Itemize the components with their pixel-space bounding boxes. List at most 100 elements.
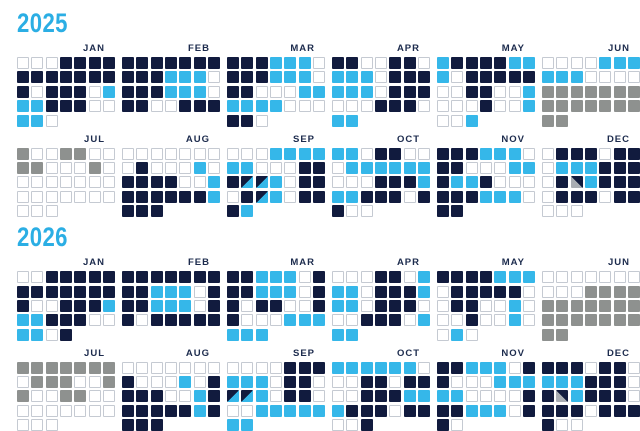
day-square bbox=[570, 190, 583, 203]
day-square bbox=[255, 361, 268, 374]
day-square bbox=[584, 176, 597, 189]
day-square bbox=[31, 271, 44, 284]
day-square bbox=[437, 190, 449, 203]
month-dec: DEC bbox=[542, 134, 640, 218]
day-square bbox=[584, 361, 597, 374]
day-square bbox=[136, 161, 149, 174]
day-square bbox=[451, 205, 464, 218]
day-square bbox=[31, 205, 44, 218]
day-square bbox=[17, 314, 29, 327]
day-square bbox=[59, 71, 72, 84]
day-square bbox=[389, 85, 402, 98]
day-square bbox=[627, 314, 640, 327]
day-square bbox=[437, 71, 449, 84]
day-square bbox=[150, 271, 163, 284]
day-square bbox=[437, 299, 449, 312]
day-square bbox=[227, 190, 239, 203]
day-square bbox=[437, 205, 449, 218]
day-square bbox=[627, 147, 640, 160]
day-square bbox=[312, 271, 325, 284]
day-square bbox=[599, 100, 612, 113]
day-square bbox=[241, 190, 254, 203]
day-square bbox=[312, 147, 325, 160]
day-square bbox=[494, 161, 507, 174]
day-square bbox=[570, 71, 583, 84]
day-square bbox=[437, 176, 449, 189]
day-square bbox=[255, 376, 268, 389]
month-grid bbox=[542, 361, 640, 431]
day-square bbox=[241, 71, 254, 84]
day-square bbox=[613, 390, 626, 403]
day-square bbox=[150, 376, 163, 389]
day-square bbox=[179, 147, 192, 160]
day-square bbox=[465, 361, 478, 374]
day-square bbox=[360, 205, 373, 218]
day-square bbox=[255, 328, 268, 341]
day-square bbox=[374, 299, 387, 312]
month-jul: JUL bbox=[17, 134, 115, 218]
day-square bbox=[360, 85, 373, 98]
day-square bbox=[627, 299, 640, 312]
day-square bbox=[389, 100, 402, 113]
day-square bbox=[227, 71, 239, 84]
day-square bbox=[241, 390, 254, 403]
day-square bbox=[298, 404, 311, 417]
day-square bbox=[613, 100, 626, 113]
day-square bbox=[164, 390, 177, 403]
day-square bbox=[227, 285, 239, 298]
day-square bbox=[45, 271, 58, 284]
day-square bbox=[150, 57, 163, 69]
day-square bbox=[479, 176, 492, 189]
day-square bbox=[403, 161, 416, 174]
day-square bbox=[241, 299, 254, 312]
day-square bbox=[150, 176, 163, 189]
month-may: MAY bbox=[437, 43, 535, 127]
day-square bbox=[122, 57, 134, 69]
day-square bbox=[298, 390, 311, 403]
day-square bbox=[584, 404, 597, 417]
day-square bbox=[193, 71, 206, 84]
month-label: DEC bbox=[606, 347, 630, 359]
day-square bbox=[479, 71, 492, 84]
day-square bbox=[31, 176, 44, 189]
day-square bbox=[584, 376, 597, 389]
day-square bbox=[31, 361, 44, 374]
day-square bbox=[269, 404, 282, 417]
day-square bbox=[241, 57, 254, 69]
day-square bbox=[241, 114, 254, 127]
day-square bbox=[403, 176, 416, 189]
day-square bbox=[284, 176, 297, 189]
day-square bbox=[255, 390, 268, 403]
day-square bbox=[522, 71, 535, 84]
day-square bbox=[346, 205, 359, 218]
day-square bbox=[179, 85, 192, 98]
day-square bbox=[164, 285, 177, 298]
day-square bbox=[613, 190, 626, 203]
month-grid bbox=[542, 57, 640, 127]
day-square bbox=[193, 404, 206, 417]
day-square bbox=[556, 376, 569, 389]
day-square bbox=[31, 190, 44, 203]
day-square bbox=[150, 299, 163, 312]
day-square bbox=[570, 161, 583, 174]
day-square bbox=[241, 271, 254, 284]
month-aug: AUG bbox=[122, 348, 220, 431]
day-square bbox=[584, 161, 597, 174]
day-square bbox=[389, 299, 402, 312]
day-square bbox=[59, 190, 72, 203]
day-square bbox=[59, 271, 72, 284]
day-square bbox=[298, 57, 311, 69]
day-square bbox=[508, 57, 521, 69]
month-mar: MAR bbox=[227, 257, 325, 341]
day-square bbox=[522, 376, 535, 389]
day-square bbox=[465, 376, 478, 389]
month-grid bbox=[542, 271, 640, 341]
day-square bbox=[494, 100, 507, 113]
day-square bbox=[508, 404, 521, 417]
day-square bbox=[360, 147, 373, 160]
day-square bbox=[522, 161, 535, 174]
day-square bbox=[494, 147, 507, 160]
day-square bbox=[451, 285, 464, 298]
day-square bbox=[437, 328, 449, 341]
day-square bbox=[613, 376, 626, 389]
